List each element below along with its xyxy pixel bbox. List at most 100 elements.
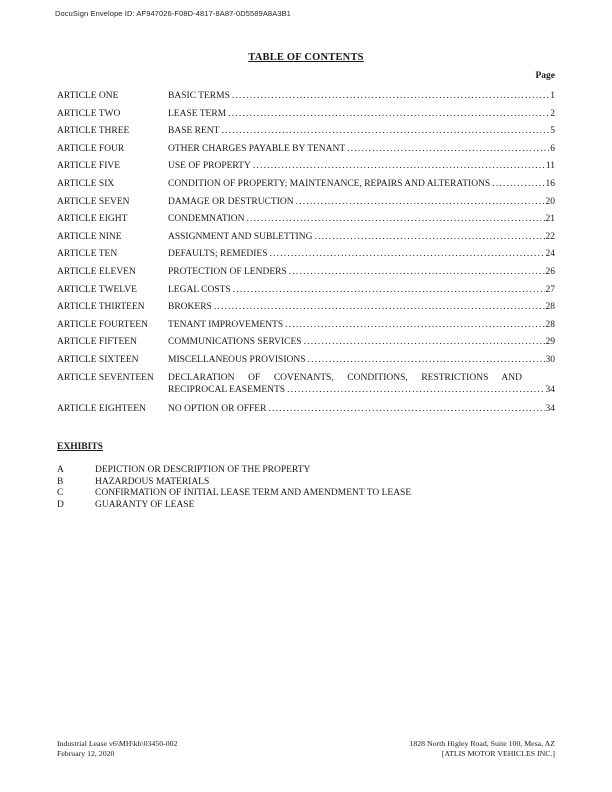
page-number: 27: [545, 284, 556, 295]
article-title: OTHER CHARGES PAYABLE BY TENANT: [168, 143, 346, 154]
toc-row: ARTICLE SIX CONDITION OF PROPERTY; MAINT…: [57, 176, 555, 194]
page-footer: Industrial Lease v6\MH\kh\03450-002 Febr…: [57, 739, 555, 760]
article-title: USE OF PROPERTY: [168, 161, 251, 172]
dot-leader: [294, 194, 545, 212]
exhibits-heading: EXHIBITS: [57, 442, 103, 452]
footer-right: 1828 North Higley Road, Suite 100, Mesa,…: [409, 739, 555, 760]
table-of-contents: ARTICLE ONE BASIC TERMS 1 ARTICLE TWO LE…: [57, 88, 555, 419]
page-number: 34: [545, 385, 556, 396]
article-label: ARTICLE TEN: [57, 249, 118, 260]
dot-leader: [219, 123, 549, 141]
article-title: BROKERS: [168, 302, 212, 313]
dot-leader: [226, 106, 549, 124]
exhibit-title: HAZARDOUS MATERIALS: [95, 476, 210, 487]
article-title: CONDITION OF PROPERTY; MAINTENANCE, REPA…: [168, 178, 491, 189]
footer-left: Industrial Lease v6\MH\kh\03450-002 Febr…: [57, 739, 177, 760]
page-number: 20: [545, 196, 556, 207]
exhibit-letter: C: [57, 488, 64, 498]
article-label: ARTICLE THIRTEEN: [57, 302, 145, 313]
toc-row: ARTICLE ONE BASIC TERMS 1: [57, 88, 555, 106]
article-label: ARTICLE SEVEN: [57, 196, 130, 207]
exhibit-letter: D: [57, 499, 64, 510]
article-label: ARTICLE FOUR: [57, 143, 125, 154]
article-title: LEASE TERM: [168, 108, 227, 119]
exhibit-row: A DEPICTION OR DESCRIPTION OF THE PROPER…: [57, 465, 555, 477]
article-title-line1: DECLARATION OF COVENANTS, CONDITIONS, RE…: [168, 373, 522, 383]
page-number: 26: [545, 266, 556, 277]
dot-leader: [287, 264, 545, 282]
article-title: NO OPTION OR OFFER: [168, 404, 267, 415]
article-label: ARTICLE EIGHTEEN: [57, 404, 146, 415]
page-number: 29: [545, 337, 556, 348]
footer-document-ref: Industrial Lease v6\MH\kh\03450-002: [57, 739, 178, 748]
article-label: ARTICLE ELEVEN: [57, 266, 136, 277]
article-title: TENANT IMPROVEMENTS: [168, 319, 284, 330]
page-title: TABLE OF CONTENTS: [248, 52, 364, 63]
page-number: 24: [545, 249, 556, 260]
exhibit-row: B HAZARDOUS MATERIALS: [57, 477, 555, 489]
article-title-line2: RECIPROCAL EASEMENTS: [168, 385, 286, 396]
article-label: ARTICLE THREE: [57, 126, 130, 137]
dot-leader: [283, 317, 544, 335]
article-title: DAMAGE OR DESTRUCTION: [168, 196, 294, 207]
dot-leader: [490, 176, 544, 194]
toc-row: ARTICLE TWELVE LEGAL COSTS 27: [57, 282, 555, 300]
toc-row: ARTICLE TEN DEFAULTS; REMEDIES 24: [57, 246, 555, 264]
article-label: ARTICLE TWELVE: [57, 284, 137, 295]
article-title: LEGAL COSTS: [168, 284, 231, 295]
article-label: ARTICLE SIX: [57, 178, 115, 189]
article-label: ARTICLE NINE: [57, 231, 122, 242]
article-label: ARTICLE FIVE: [57, 161, 121, 172]
page-number: 5: [550, 126, 555, 137]
article-title-block: DECLARATION OF COVENANTS, CONDITIONS, RE…: [168, 372, 555, 397]
page-number: 34: [545, 404, 556, 415]
article-title: CONDEMNATION: [168, 214, 245, 225]
toc-row: ARTICLE THREE BASE RENT 5: [57, 123, 555, 141]
dot-leader: [306, 352, 545, 370]
article-title: DEFAULTS; REMEDIES: [168, 249, 268, 260]
page-column-header: Page: [535, 71, 555, 81]
page-number: 2: [550, 108, 555, 119]
exhibit-row: D GUARANTY OF LEASE: [57, 500, 555, 512]
article-title: BASE RENT: [168, 126, 220, 137]
dot-leader: [302, 334, 545, 352]
article-title: COMMUNICATIONS SERVICES: [168, 337, 302, 348]
page-number: 28: [545, 302, 556, 313]
toc-row: ARTICLE FIVE USE OF PROPERTY 11: [57, 158, 555, 176]
article-label: ARTICLE TWO: [57, 108, 121, 119]
docusign-envelope-id: DocuSign Envelope ID: AF947026-F08D-4817…: [55, 9, 291, 18]
page-number: 30: [545, 354, 556, 365]
dot-leader: [212, 299, 545, 317]
toc-row: ARTICLE EIGHT CONDEMNATION 21: [57, 211, 555, 229]
exhibits-section: EXHIBITS A DEPICTION OR DESCRIPTION OF T…: [57, 442, 555, 511]
exhibit-title: DEPICTION OR DESCRIPTION OF THE PROPERTY: [95, 465, 311, 475]
footer-company: [ATLIS MOTOR VEHICLES INC.]: [441, 749, 555, 759]
exhibit-letter: B: [57, 476, 64, 487]
toc-row: ARTICLE SEVENTEEN DECLARATION OF COVENAN…: [57, 372, 555, 397]
article-title: ASSIGNMENT AND SUBLETTING: [168, 231, 313, 242]
exhibit-title: GUARANTY OF LEASE: [95, 499, 195, 510]
article-title-line2-row: RECIPROCAL EASEMENTS 34: [168, 384, 555, 396]
toc-row: ARTICLE SEVEN DAMAGE OR DESTRUCTION 20: [57, 194, 555, 212]
article-label: ARTICLE ONE: [57, 91, 119, 101]
page-number: 11: [545, 161, 555, 172]
page-number: 21: [545, 214, 556, 225]
article-label: ARTICLE EIGHT: [57, 214, 128, 225]
footer-date: February 12, 2020: [57, 749, 115, 759]
exhibit-row: C CONFIRMATION OF INITIAL LEASE TERM AND…: [57, 488, 555, 500]
dot-leader: [285, 384, 544, 396]
article-title: BASIC TERMS: [168, 91, 230, 101]
page-number: 28: [545, 319, 556, 330]
article-label: ARTICLE FOURTEEN: [57, 319, 148, 330]
toc-row: ARTICLE EIGHTEEN NO OPTION OR OFFER 34: [57, 401, 555, 419]
article-label: ARTICLE FIFTEEN: [57, 337, 137, 348]
page-number: 1: [550, 91, 555, 101]
toc-row: ARTICLE THIRTEEN BROKERS 28: [57, 299, 555, 317]
dot-leader: [231, 282, 545, 300]
footer-address: 1828 North Higley Road, Suite 100, Mesa,…: [409, 739, 555, 748]
article-label: ARTICLE SEVENTEEN: [57, 373, 154, 383]
toc-row: ARTICLE FIFTEEN COMMUNICATIONS SERVICES …: [57, 334, 555, 352]
page-number: 16: [545, 178, 556, 189]
page-number: 22: [545, 231, 556, 242]
